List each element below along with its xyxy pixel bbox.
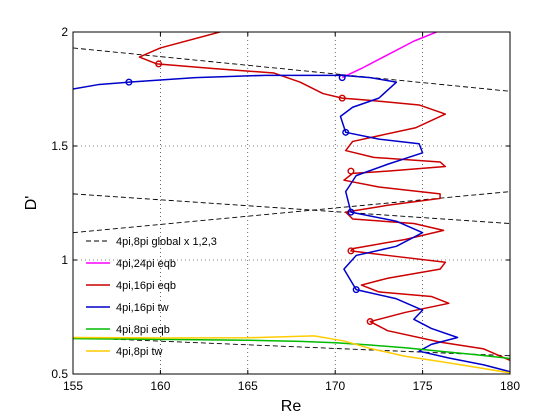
x-tick-label: 170: [325, 379, 345, 393]
legend-label: 4pi,16pi eqb: [116, 280, 176, 292]
legend-label: 4pi,16pi tw: [116, 302, 169, 314]
x-tick-label: 180: [500, 379, 520, 393]
legend-label: 4pi,8pi global x 1,2,3: [116, 236, 217, 248]
y-axis-label: D': [23, 196, 40, 211]
marker-4pi-16pi-tw: [347, 208, 355, 216]
plot-frame: [72, 31, 511, 375]
series-4pi-8pi-global-x-1-2-3-line-1: [73, 47, 510, 92]
marker-4pi-16pi-tw: [338, 74, 346, 82]
series-4pi-24pi-eqb-line: [341, 32, 437, 79]
marker-4pi-16pi-tw: [342, 128, 350, 136]
tick-layer: 155 160 165 170 175 180 0.5 1 1.5 2: [51, 25, 520, 393]
x-tick-label: 160: [150, 379, 170, 393]
series-4pi-8pi-global-x-1-2-3-line-4: [73, 337, 510, 357]
grid-layer: [73, 32, 510, 374]
y-tick-label: 1.5: [51, 139, 68, 153]
x-tick-label: 155: [63, 379, 83, 393]
x-tick-label: 175: [413, 379, 433, 393]
marker-4pi-16pi-tw: [352, 286, 360, 294]
marker-4pi-16pi-eqb: [338, 94, 346, 102]
series-4pi-16pi-tw-line: [73, 74, 510, 373]
legend-label: 4pi,8pi eqb: [116, 324, 170, 336]
legend-label: 4pi,24pi eqb: [116, 258, 176, 270]
marker-4pi-16pi-tw: [125, 78, 133, 86]
y-tick-label: 1: [61, 253, 68, 267]
legend-label: 4pi,8pi tw: [116, 346, 163, 358]
legend: 4pi,8pi global x 1,2,3 4pi,24pi eqb 4pi,16…: [86, 236, 217, 358]
marker-4pi-16pi-eqb: [366, 318, 374, 326]
series-4pi-8pi-global-x-1-2-3-line-2: [73, 193, 510, 224]
x-axis-label: Re: [281, 398, 302, 415]
x-tick-label: 165: [238, 379, 258, 393]
marker-4pi-16pi-eqb: [347, 167, 355, 175]
series-4pi-8pi-global-x-1-2-3-line-3: [73, 191, 510, 234]
marker-4pi-16pi-eqb: [155, 60, 163, 68]
series-layer: [73, 32, 510, 374]
marker-4pi-16pi-eqb: [347, 247, 355, 255]
y-tick-label: 0.5: [51, 367, 68, 381]
series-4pi-8pi-tw-line: [73, 335, 510, 374]
series-4pi-16pi-eqb-line: [138, 32, 510, 362]
y-tick-label: 2: [61, 25, 68, 39]
